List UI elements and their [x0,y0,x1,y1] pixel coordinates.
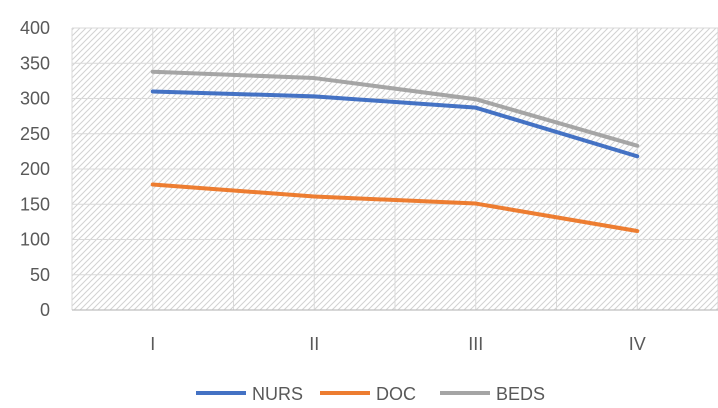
y-tick-label: 100 [20,230,50,250]
y-tick-label: 200 [20,159,50,179]
legend-label-doc: DOC [376,384,416,403]
x-tick-label: I [150,334,155,354]
y-tick-label: 300 [20,89,50,109]
y-tick-label: 250 [20,124,50,144]
y-tick-label: 0 [40,300,50,320]
x-tick-label: II [309,334,319,354]
x-tick-label: IV [629,334,646,354]
legend-label-beds: BEDS [496,384,545,403]
legend: NURS DOC BEDS [196,384,545,403]
y-tick-label: 150 [20,194,50,214]
legend-label-nurs: NURS [252,384,303,403]
x-tick-label: III [468,334,483,354]
y-tick-label: 50 [30,265,50,285]
y-tick-label: 400 [20,18,50,38]
y-tick-label: 350 [20,53,50,73]
